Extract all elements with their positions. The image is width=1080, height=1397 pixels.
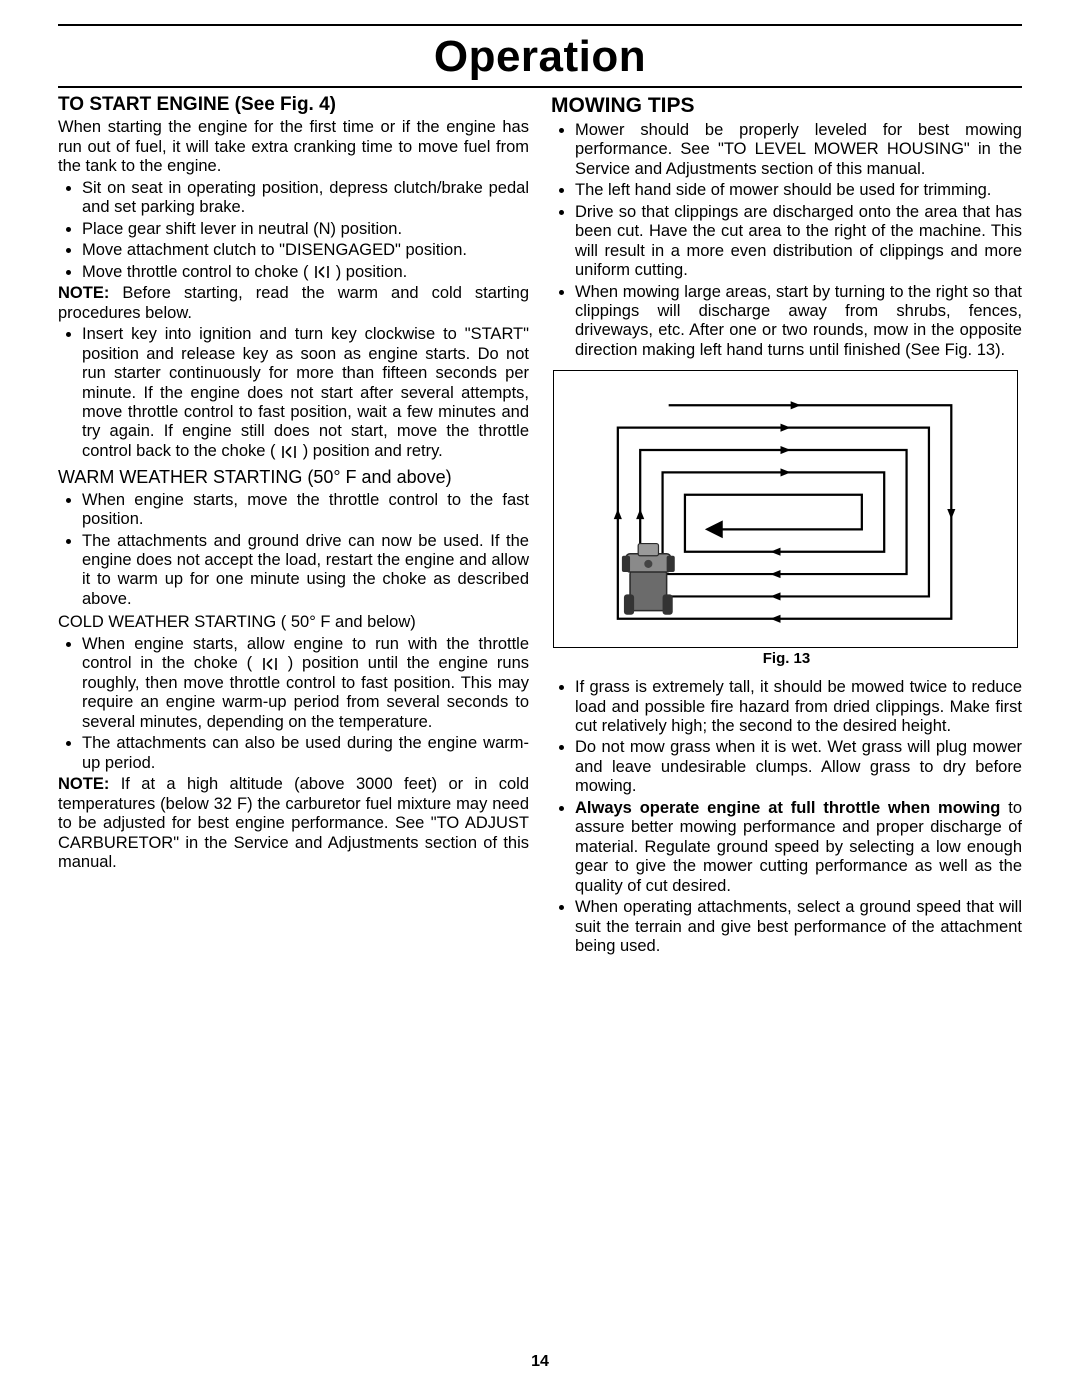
list-item: Mower should be properly leveled for bes… xyxy=(575,121,1022,179)
list-item: The attachments can also be used during … xyxy=(82,734,529,773)
list-item: Drive so that clippings are discharged o… xyxy=(575,203,1022,281)
start-list-1: Sit on seat in operating position, depre… xyxy=(58,179,529,282)
start-engine-heading: TO START ENGINE (See Fig. 4) xyxy=(58,94,529,116)
title-rule xyxy=(58,86,1022,88)
tractor-icon xyxy=(622,544,675,615)
start-list-2: Insert key into ignition and turn key cl… xyxy=(58,325,529,461)
page-number: 14 xyxy=(0,1353,1080,1371)
mowing-path-diagram xyxy=(574,387,987,631)
list-item: Place gear shift lever in neutral (N) po… xyxy=(82,220,529,239)
warm-list: When engine starts, move the throttle co… xyxy=(58,491,529,610)
page-title: Operation xyxy=(58,32,1022,82)
mowing-list-b: If grass is extremely tall, it should be… xyxy=(551,678,1022,957)
list-item: The attachments and ground drive can now… xyxy=(82,532,529,610)
list-item: Move attachment clutch to "DISENGAGED" p… xyxy=(82,241,529,260)
left-column: TO START ENGINE (See Fig. 4) When starti… xyxy=(58,94,529,959)
columns: TO START ENGINE (See Fig. 4) When starti… xyxy=(58,94,1022,959)
cold-heading: COLD WEATHER STARTING ( 50° F and below) xyxy=(58,613,529,632)
top-rule xyxy=(58,24,1022,26)
figure-caption: Fig. 13 xyxy=(551,650,1022,668)
list-item: Move throttle control to choke ( ) posit… xyxy=(82,263,529,282)
list-item: The left hand side of mower should be us… xyxy=(575,181,1022,200)
right-column: MOWING TIPS Mower should be properly lev… xyxy=(551,94,1022,959)
note-text: Before starting, read the warm and cold … xyxy=(58,284,529,321)
list-item: When mowing large areas, start by turnin… xyxy=(575,283,1022,361)
note-label: NOTE: xyxy=(58,284,109,302)
note-1: NOTE: Before starting, read the warm and… xyxy=(58,284,529,323)
choke-icon xyxy=(261,656,279,672)
list-item: Do not mow grass when it is wet. Wet gra… xyxy=(575,738,1022,796)
note-2: NOTE: If at a high altitude (above 3000 … xyxy=(58,775,529,872)
cold-list: When engine starts, allow engine to run … xyxy=(58,635,529,773)
choke-icon xyxy=(280,444,298,460)
list-item: Always operate engine at full throttle w… xyxy=(575,799,1022,896)
figure-13 xyxy=(553,370,1018,648)
list-item: When operating attachments, select a gro… xyxy=(575,898,1022,956)
note-text-2: If at a high altitude (above 3000 feet) … xyxy=(58,775,529,871)
warm-heading: WARM WEATHER STARTING (50° F and above) xyxy=(58,467,529,488)
list-item: Insert key into ignition and turn key cl… xyxy=(82,325,529,461)
choke-icon xyxy=(313,264,331,280)
list-item: When engine starts, move the throttle co… xyxy=(82,491,529,530)
list-item: If grass is extremely tall, it should be… xyxy=(575,678,1022,736)
mowing-list-a: Mower should be properly leveled for bes… xyxy=(551,121,1022,361)
list-item: When engine starts, allow engine to run … xyxy=(82,635,529,732)
list-item: Sit on seat in operating position, depre… xyxy=(82,179,529,218)
note-label-2: NOTE: xyxy=(58,775,109,793)
start-intro: When starting the engine for the first t… xyxy=(58,118,529,176)
mowing-tips-heading: MOWING TIPS xyxy=(551,94,1022,119)
